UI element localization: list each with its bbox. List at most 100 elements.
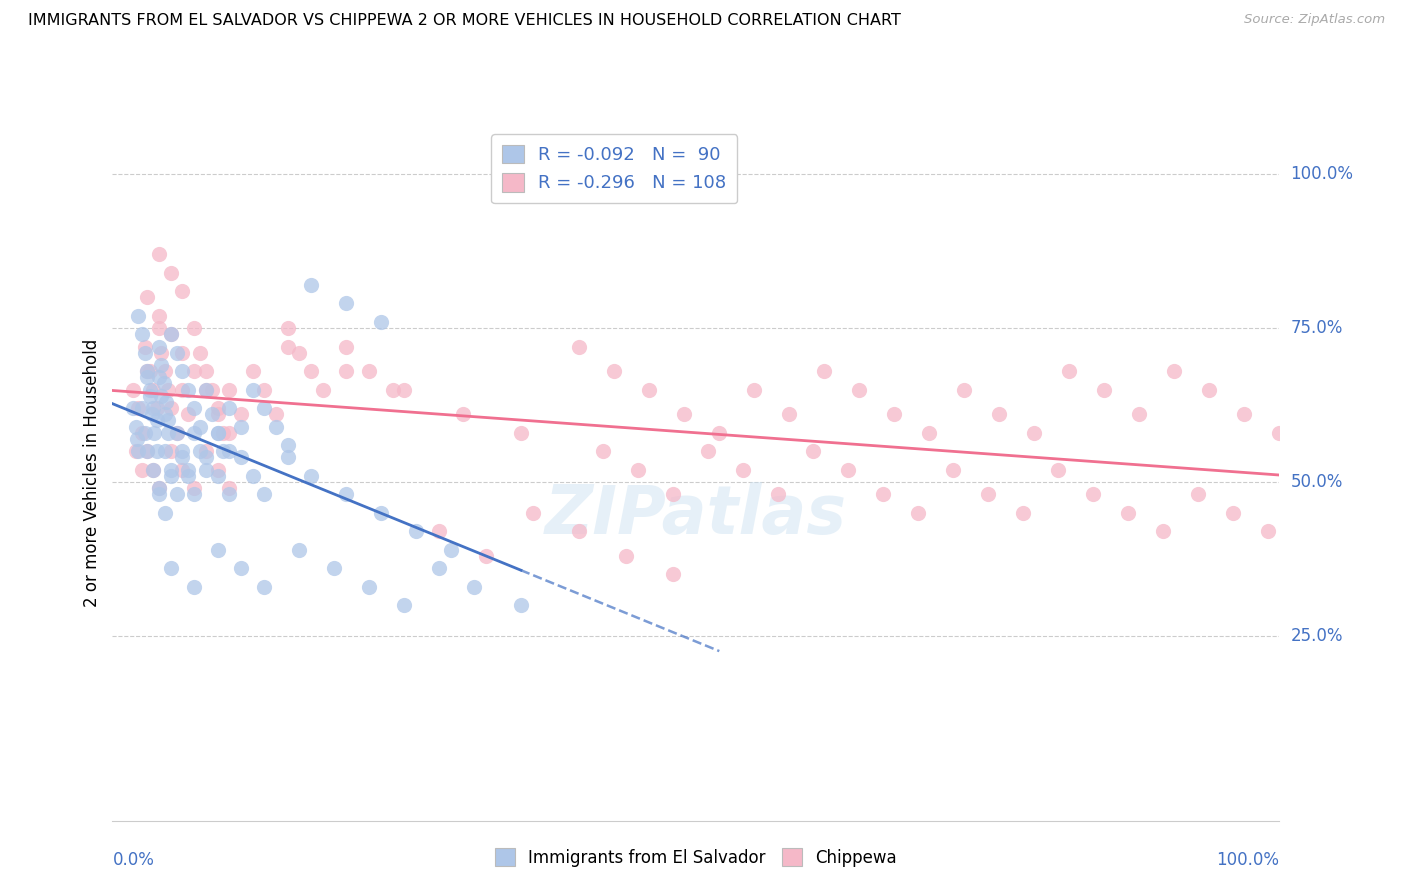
Point <box>207 407 229 421</box>
Point <box>427 561 450 575</box>
Point <box>212 444 235 458</box>
Point <box>194 463 217 477</box>
Point <box>1128 407 1150 421</box>
Point <box>134 339 156 353</box>
Text: 0.0%: 0.0% <box>112 851 155 869</box>
Point <box>155 395 177 409</box>
Point <box>146 444 169 458</box>
Point <box>166 345 188 359</box>
Point <box>148 487 170 501</box>
Point <box>160 401 183 416</box>
Point <box>661 487 683 501</box>
Point <box>207 542 229 557</box>
Point <box>127 309 149 323</box>
Point <box>153 376 176 391</box>
Point <box>166 425 188 440</box>
Point <box>177 468 200 483</box>
Point <box>1024 425 1046 440</box>
Point <box>276 339 298 353</box>
Point <box>141 407 163 421</box>
Point <box>276 438 298 452</box>
Point <box>148 321 170 335</box>
Point <box>183 321 205 335</box>
Point <box>1187 487 1209 501</box>
Point <box>143 425 166 440</box>
Point <box>136 444 159 458</box>
Point <box>848 383 870 397</box>
Point <box>160 327 183 342</box>
Point <box>1257 524 1279 539</box>
Point <box>172 383 194 397</box>
Text: 75.0%: 75.0% <box>1291 319 1343 337</box>
Point <box>194 364 217 378</box>
Point <box>150 389 173 403</box>
Point <box>125 419 148 434</box>
Point <box>146 401 169 416</box>
Point <box>142 463 165 477</box>
Point <box>405 524 427 539</box>
Point <box>142 463 165 477</box>
Point <box>177 463 200 477</box>
Point <box>229 561 252 575</box>
Point <box>188 345 211 359</box>
Point <box>183 481 205 495</box>
Point <box>177 383 200 397</box>
Point <box>148 481 170 495</box>
Point <box>872 487 894 501</box>
Point <box>661 567 683 582</box>
Point <box>160 266 183 280</box>
Point <box>131 463 153 477</box>
Point <box>335 296 357 310</box>
Point <box>207 401 229 416</box>
Point <box>207 463 229 477</box>
Point <box>166 425 188 440</box>
Point <box>194 383 217 397</box>
Text: 50.0%: 50.0% <box>1291 473 1343 491</box>
Point <box>253 401 276 416</box>
Point <box>139 364 162 378</box>
Point <box>150 345 173 359</box>
Point <box>157 413 180 427</box>
Point <box>370 506 392 520</box>
Point <box>148 339 170 353</box>
Point <box>131 425 153 440</box>
Point <box>1059 364 1081 378</box>
Point <box>766 487 789 501</box>
Point <box>207 425 229 440</box>
Text: Source: ZipAtlas.com: Source: ZipAtlas.com <box>1244 13 1385 27</box>
Point <box>188 444 211 458</box>
Point <box>475 549 498 563</box>
Point <box>160 463 183 477</box>
Point <box>451 407 474 421</box>
Point <box>150 358 173 372</box>
Point <box>742 383 765 397</box>
Point <box>157 383 180 397</box>
Point <box>122 401 145 416</box>
Point <box>568 524 591 539</box>
Point <box>194 444 217 458</box>
Point <box>136 364 159 378</box>
Point <box>157 425 180 440</box>
Point <box>242 364 264 378</box>
Point <box>188 419 211 434</box>
Point <box>183 425 205 440</box>
Point <box>166 487 188 501</box>
Text: 25.0%: 25.0% <box>1291 627 1343 645</box>
Point <box>1198 383 1220 397</box>
Point <box>194 450 217 465</box>
Point <box>696 444 718 458</box>
Point <box>673 407 696 421</box>
Point <box>127 444 149 458</box>
Point <box>172 345 194 359</box>
Point <box>172 284 194 298</box>
Point <box>276 450 298 465</box>
Point <box>1152 524 1174 539</box>
Point <box>311 383 333 397</box>
Point <box>778 407 800 421</box>
Point <box>125 444 148 458</box>
Point <box>370 315 392 329</box>
Point <box>160 444 183 458</box>
Point <box>288 542 311 557</box>
Point <box>1268 425 1291 440</box>
Point <box>183 580 205 594</box>
